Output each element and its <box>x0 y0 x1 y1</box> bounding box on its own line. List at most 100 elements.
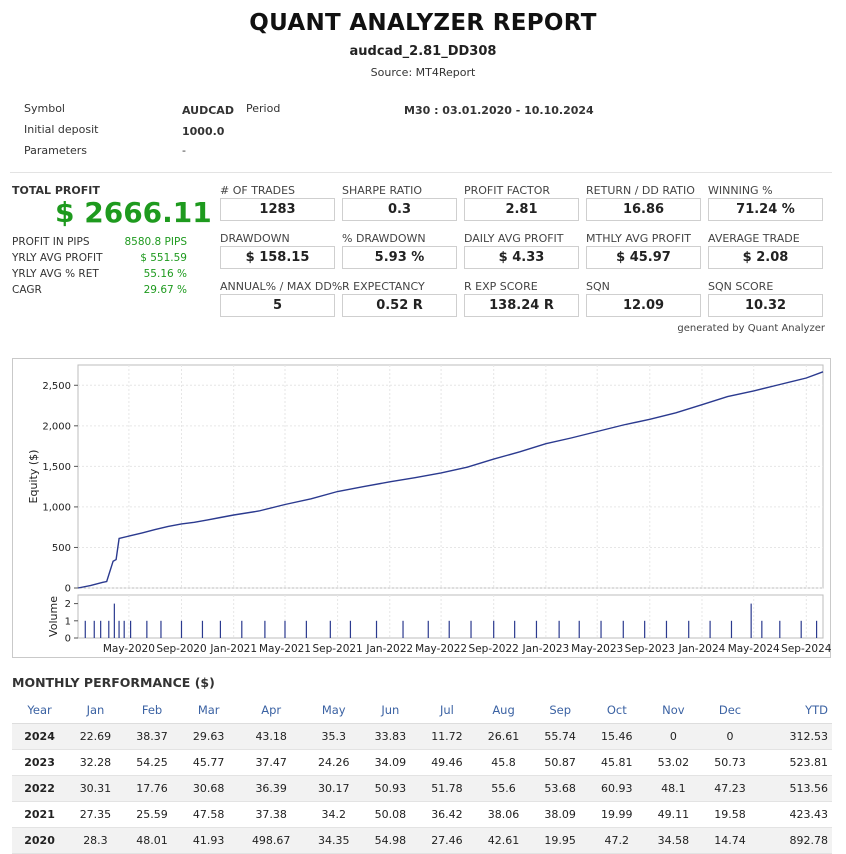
volume-y-tick-label: 0 <box>65 634 71 645</box>
report-subtitle: audcad_2.81_DD308 <box>349 44 497 59</box>
equity-plot-area <box>77 364 824 589</box>
table-cell: 53.68 <box>531 775 589 802</box>
equity-chart: May-2020 Sep-2020 Jan-2021 May-2021 Sep-2021… <box>27 364 831 655</box>
column-header: Year <box>12 697 68 724</box>
metric-value-box: $ 45.97 <box>586 246 701 269</box>
metric-value-box: 0.3 <box>342 198 457 221</box>
table-cell: 38.06 <box>475 801 532 828</box>
column-header: Oct <box>588 697 646 724</box>
table-cell: 49.46 <box>418 749 476 776</box>
y-axis-title: Equity ($) <box>27 450 40 504</box>
metric-value-box: 1283 <box>220 198 335 221</box>
metric-value-box: 10.32 <box>708 294 823 317</box>
column-header: Jan <box>67 697 124 724</box>
table-cell: 0 <box>701 723 759 750</box>
column-header: Mar <box>180 697 237 724</box>
table-cell: 312.53 <box>758 723 832 750</box>
table-cell: 523.81 <box>758 749 832 776</box>
divider <box>10 172 832 173</box>
column-header: Apr <box>236 697 306 724</box>
table-cell: 17.76 <box>123 775 181 802</box>
x-tick-label: Jan-2021 <box>209 643 257 655</box>
table-cell: 42.61 <box>475 827 532 854</box>
x-tick-label: May-2022 <box>415 643 467 655</box>
table-cell: 35.3 <box>305 723 363 750</box>
table-row: 2021 27.35 25.59 47.58 37.38 34.2 50.08 36.42 38… <box>12 801 832 828</box>
metric-label: WINNING % <box>708 184 773 197</box>
table-cell: 498.67 <box>236 827 306 854</box>
metric-label: SQN SCORE <box>708 280 774 293</box>
table-cell: 53.02 <box>645 749 702 776</box>
total-profit-value: $ 2666.11 <box>55 196 212 229</box>
y-tick-label: 2,500 <box>42 381 71 392</box>
table-cell: 50.93 <box>362 775 419 802</box>
column-header: Dec <box>701 697 759 724</box>
year-cell: 2024 <box>12 723 68 750</box>
report-source: Source: MT4Report <box>370 66 476 79</box>
total-profit-label: TOTAL PROFIT <box>12 184 100 197</box>
table-cell: 22.69 <box>67 723 124 750</box>
table-header-row: Year Jan Feb Mar Apr May Jun Jul Aug Sep Oct Nov Dec… <box>12 697 832 724</box>
table-cell: 55.6 <box>475 775 532 802</box>
year-cell: 2022 <box>12 775 68 802</box>
x-tick-label: Jan-2024 <box>678 643 726 655</box>
volume-axis-title: Volume <box>47 596 60 637</box>
table-cell: 25.59 <box>123 801 181 828</box>
table-cell: 29.63 <box>180 723 237 750</box>
table-cell: 54.98 <box>362 827 419 854</box>
table-cell: 38.09 <box>531 801 589 828</box>
table-cell: 32.28 <box>67 749 124 776</box>
table-cell: 11.72 <box>418 723 476 750</box>
table-cell: 30.31 <box>67 775 124 802</box>
metric-value-box: 16.86 <box>586 198 701 221</box>
x-tick-label: May-2024 <box>728 643 780 655</box>
stat-label: YRLY AVG PROFIT <box>12 252 103 264</box>
table-cell: 36.39 <box>236 775 306 802</box>
column-header: YTD <box>758 697 832 724</box>
metric-value-box: 0.52 R <box>342 294 457 317</box>
metric-value-box: $ 2.08 <box>708 246 823 269</box>
table-cell: 41.93 <box>180 827 237 854</box>
year-cell: 2020 <box>12 827 68 854</box>
table-cell: 49.11 <box>645 801 702 828</box>
table-cell: 892.78 <box>758 827 832 854</box>
table-cell: 34.2 <box>305 801 363 828</box>
table-cell: 45.77 <box>180 749 237 776</box>
table-cell: 54.25 <box>123 749 181 776</box>
table-cell: 19.99 <box>588 801 646 828</box>
table-cell: 55.74 <box>531 723 589 750</box>
table-cell: 47.23 <box>701 775 759 802</box>
y-tick-label: 2,000 <box>42 421 71 432</box>
table-cell: 14.74 <box>701 827 759 854</box>
metric-label: RETURN / DD RATIO <box>586 184 695 197</box>
metric-label: SHARPE RATIO <box>342 184 422 197</box>
table-cell: 50.87 <box>531 749 589 776</box>
metric-value-box: 12.09 <box>586 294 701 317</box>
report-title: QUANT ANALYZER REPORT <box>249 10 597 36</box>
column-header: Jul <box>418 697 476 724</box>
metric-label: AVERAGE TRADE <box>708 232 800 245</box>
table-cell: 423.43 <box>758 801 832 828</box>
x-tick-label: Sep-2024 <box>781 643 831 655</box>
volume-plot-area <box>77 594 824 639</box>
year-cell: 2023 <box>12 749 68 776</box>
table-cell: 37.38 <box>236 801 306 828</box>
x-tick-label: May-2020 <box>103 643 155 655</box>
table-cell: 50.73 <box>701 749 759 776</box>
table-cell: 34.09 <box>362 749 419 776</box>
table-cell: 48.1 <box>645 775 702 802</box>
column-header: May <box>305 697 363 724</box>
stat-value: 55.16 % <box>143 268 187 280</box>
monthly-performance-table: Year Jan Feb Mar Apr May Jun Jul Aug Sep Oct Nov Dec… <box>12 697 832 854</box>
table-cell: 50.08 <box>362 801 419 828</box>
column-header: Feb <box>123 697 181 724</box>
stat-value: 8580.8 PIPS <box>124 236 187 248</box>
x-tick-label: Jan-2022 <box>365 643 413 655</box>
year-cell: 2021 <box>12 801 68 828</box>
table-cell: 51.78 <box>418 775 476 802</box>
x-tick-label: Sep-2021 <box>312 643 362 655</box>
table-cell: 43.18 <box>236 723 306 750</box>
x-tick-label: May-2023 <box>571 643 623 655</box>
table-cell: 34.35 <box>305 827 363 854</box>
metric-label: MTHLY AVG PROFIT <box>586 232 691 245</box>
